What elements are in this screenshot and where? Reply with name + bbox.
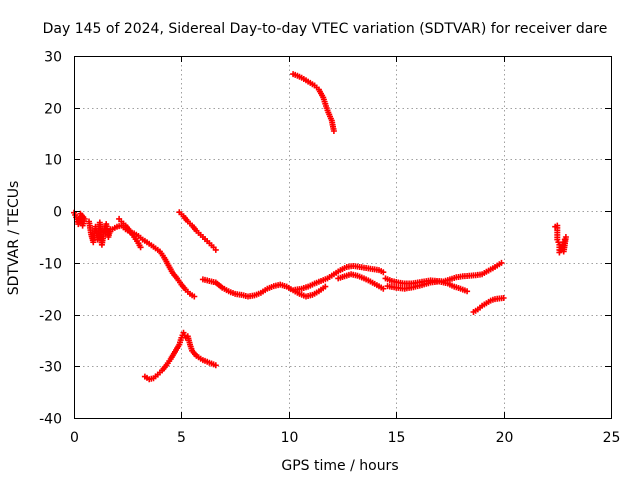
x-tick-label: 10 — [281, 430, 299, 446]
x-tick-label: 20 — [496, 430, 514, 446]
series-arc-4 — [116, 215, 144, 251]
series-arc-8 — [292, 263, 387, 293]
data-points — [71, 71, 569, 383]
series-arc-3 — [109, 222, 198, 300]
series-arc-11 — [384, 278, 471, 295]
series-arc-2 — [86, 218, 114, 248]
data-point — [500, 295, 507, 301]
series-arc-9 — [335, 271, 387, 292]
series-arc-5 — [176, 209, 219, 253]
x-tick-label: 5 — [177, 430, 186, 446]
axis-ticks: 0 5 10 15 20 25 -40 -30 -20 -10 0 10 20 30 — [39, 50, 620, 447]
x-tick-label: 15 — [388, 430, 406, 446]
y-tick-label: 0 — [53, 205, 62, 221]
data-point — [212, 362, 219, 369]
data-point — [380, 269, 387, 276]
grid — [74, 56, 611, 418]
x-tick-label: 0 — [70, 430, 79, 446]
data-point — [212, 246, 219, 253]
series-arc-12 — [470, 295, 507, 315]
data-point — [498, 259, 505, 266]
y-axis-label: SDTVAR / TECUs — [6, 181, 22, 296]
y-tick-label: 30 — [44, 50, 62, 66]
y-tick-label: -20 — [39, 309, 62, 325]
data-point — [137, 244, 144, 251]
data-point — [330, 128, 337, 134]
plot-frame — [74, 56, 612, 419]
y-tick-label: -10 — [39, 257, 62, 273]
series-arc-6 — [141, 329, 219, 383]
series-arc-13 — [290, 71, 337, 134]
data-point — [464, 288, 471, 295]
y-tick-label: 10 — [44, 153, 62, 169]
series-arc-14 — [552, 222, 569, 256]
data-point — [191, 293, 198, 300]
y-tick-label: 20 — [44, 102, 62, 118]
y-tick-label: -40 — [39, 412, 62, 428]
data-point — [380, 285, 387, 292]
data-point — [77, 210, 84, 217]
series-arc-1 — [71, 209, 88, 229]
x-tick-label: 25 — [603, 430, 621, 446]
series-arc-7 — [199, 276, 329, 300]
data-point — [322, 283, 329, 290]
y-tick-label: -30 — [39, 360, 62, 376]
x-axis-label: GPS time / hours — [281, 458, 398, 474]
chart-title: Day 145 of 2024, Sidereal Day-to-day VTE… — [43, 21, 608, 37]
data-point — [560, 248, 567, 255]
